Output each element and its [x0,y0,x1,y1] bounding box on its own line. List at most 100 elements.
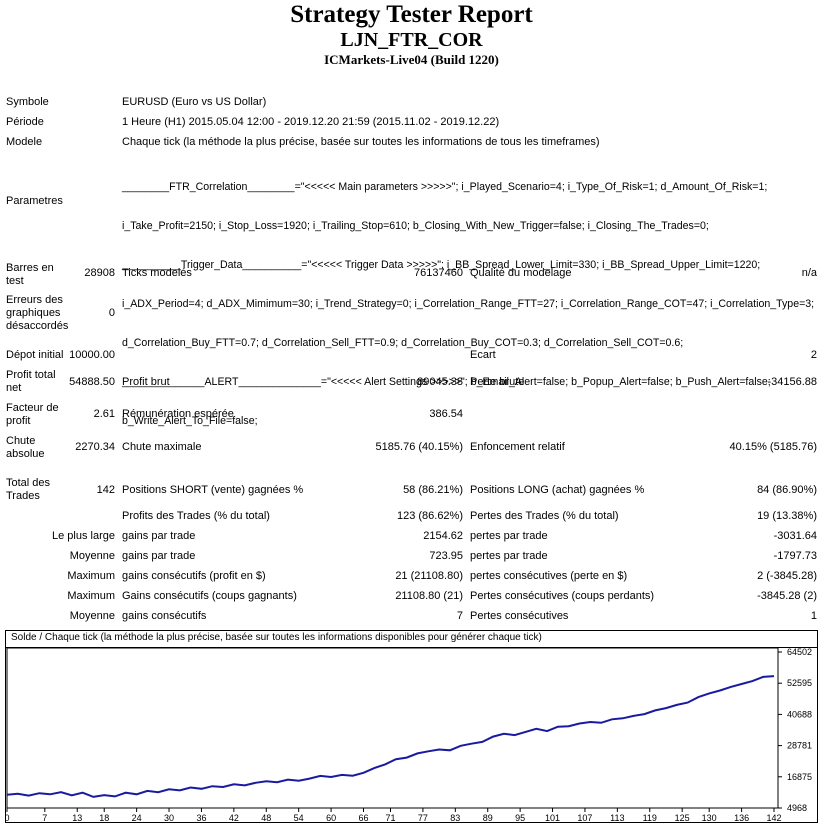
avg-consec-losses-label: Pertes consécutives [470,610,569,622]
max-consec-wins-value: 21 (21108.80) [395,570,463,582]
spread-label: Ecart [470,349,496,361]
params-line: b_Write_Alert_To_File=false; [122,415,258,427]
loss-trades-label: Pertes des Trades (% du total) [470,510,619,522]
x-tick-label: 24 [132,813,142,823]
params-line: ________FTR_Correlation________="<<<<< M… [122,181,768,193]
net-profit-label: Profit total net [6,369,56,394]
max-consec-losses-value: 2 (-3845.28) [757,570,817,582]
max-consec-wins-label: gains consécutifs (profit en $) [122,570,266,582]
bars-label: Barres en test [6,262,54,287]
ticks-value: 76137460 [414,267,463,279]
largest-label: Le plus large [52,530,115,542]
profit-trades-value: 123 (86.62%) [396,510,463,522]
expected-payoff-value: 386.54 [429,408,463,420]
max-consec-losses-label: pertes consécutives (perte en $) [470,570,628,582]
average-loss-label: pertes par trade [470,550,548,562]
symbol-value: EURUSD (Euro vs US Dollar) [122,96,267,108]
params-text: ________FTR_Correlation________="<<<<< M… [122,155,822,441]
long-won-value: 84 (86.90%) [757,484,817,496]
y-tick-label: 16875 [787,772,812,782]
expert-name: LJN_FTR_COR [340,29,483,51]
y-tick-label: 64502 [787,647,812,657]
x-tick-label: 18 [99,813,109,823]
avg2-label: Moyenne [69,610,115,622]
gross-loss-value: -34156.88 [767,376,817,388]
abs-drawdown-label: Chute absolue [6,435,45,460]
y-tick-label: 40688 [787,709,812,719]
expected-payoff-label: Rémunération espérée [122,408,234,420]
profit-factor-value: 2.61 [93,408,115,420]
long-won-label: Positions LONG (achat) gagnées % [470,484,645,496]
y-tick-label: 52595 [787,678,812,688]
x-tick-label: 0 [5,813,10,823]
max1-label: Maximum [67,570,115,582]
model-label: Modele [6,136,43,148]
deposit-value: 10000.00 [69,349,115,361]
balance-line [6,675,775,798]
x-tick-label: 101 [545,813,560,823]
period-value: 1 Heure (H1) 2015.05.04 12:00 - 2019.12.… [122,116,500,128]
x-tick-label: 60 [326,813,336,823]
x-tick-label: 142 [766,813,781,823]
params-line: ______________ALERT______________="<<<<<… [122,376,771,388]
x-tick-label: 42 [229,813,239,823]
params-line: d_Correlation_Buy_FTT=0.7; d_Correlation… [122,337,684,349]
quality-value: n/a [801,267,817,279]
y-tick-label: 28781 [787,741,812,751]
plot-area [6,647,779,809]
x-tick-label: 71 [385,813,395,823]
max-consec-loss-label: Pertes consécutives (coups perdants) [470,590,655,602]
rel-drawdown-value: 40.15% (5185.76) [729,441,817,453]
model-value: Chaque tick (la méthode la plus précise,… [122,136,600,148]
x-tick-label: 48 [261,813,271,823]
x-tick-label: 107 [577,813,592,823]
average-label: Moyenne [69,550,115,562]
max-consec-profit-value: 21108.80 (21) [395,590,463,602]
max-drawdown-value: 5185.76 (40.15%) [375,441,463,453]
short-won-value: 58 (86.21%) [403,484,463,496]
x-tick-label: 7 [42,813,47,823]
ticks-label: Ticks modelés [122,267,192,279]
avg-consec-losses-value: 1 [810,610,817,622]
x-tick-label: 30 [164,813,174,823]
x-tick-label: 89 [483,813,493,823]
mismatch-label: Erreurs des graphiques désaccordés [6,294,69,332]
x-tick-label: 95 [515,813,525,823]
max-drawdown-label: Chute maximale [122,441,202,453]
net-profit-value: 54888.50 [69,376,115,388]
x-tick-label: 113 [610,813,624,823]
avg-consec-wins-value: 7 [456,610,463,622]
x-tick-label: 130 [702,813,717,823]
balance-chart: 0 7 13 18 24 30 36 42 48 54 60 66 71 77 83 89 95 101 107 11… [5,630,818,823]
x-axis: 0 7 13 18 24 30 36 42 48 54 60 66 71 77 83 89 95 101 107 11… [5,808,782,823]
symbol-label: Symbole [6,96,49,108]
params-line: i_ADX_Period=4; d_ADX_Mimimum=30; i_Tren… [122,298,815,310]
largest-loss-value: -3031.64 [773,530,817,542]
params-line: i_Take_Profit=2150; i_Stop_Loss=1920; i_… [122,220,709,232]
quality-label: Qualité du modelage [470,267,572,279]
y-axis: 64502 52595 40688 28781 16875 4968 [778,647,812,813]
x-tick-label: 77 [418,813,428,823]
x-tick-label: 36 [196,813,206,823]
largest-profit-label: gains par trade [122,530,196,542]
average-profit-label: gains par trade [122,550,196,562]
max-consec-profit-label: Gains consécutifs (coups gagnants) [122,590,297,602]
max2-label: Maximum [67,590,115,602]
largest-profit-value: 2154.62 [423,530,463,542]
gross-profit-label: Profit brut [122,376,170,388]
x-tick-label: 66 [358,813,368,823]
spread-value: 2 [810,349,817,361]
params-label: Parametres [6,195,63,207]
total-trades-label: Total des Trades [6,477,51,502]
mismatch-value: 0 [108,307,115,319]
y-tick-label: 4968 [787,803,807,813]
rel-drawdown-label: Enfoncement relatif [470,441,565,453]
abs-drawdown-value: 2270.34 [75,441,115,453]
profit-trades-label: Profits des Trades (% du total) [122,510,270,522]
x-tick-label: 125 [675,813,690,823]
max-consec-loss-value: -3845.28 (2) [757,590,817,602]
gross-loss-label: Perte brute [470,376,525,388]
avg-consec-wins-label: gains consécutifs [122,610,207,622]
deposit-label: Dépot initial [6,349,64,361]
profit-factor-label: Facteur de profit [6,402,59,427]
